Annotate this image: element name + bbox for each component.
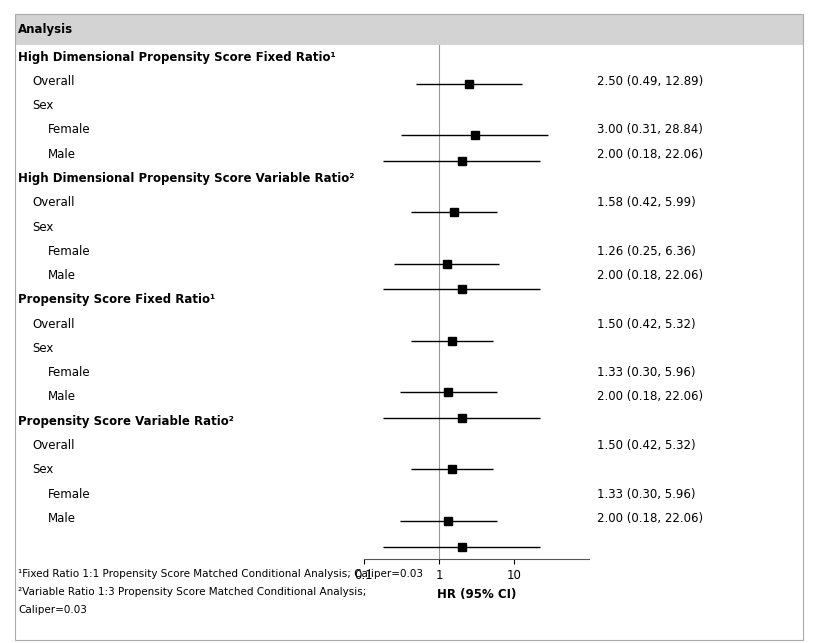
Text: Overall: Overall — [33, 318, 75, 331]
Text: Overall: Overall — [33, 439, 75, 452]
Text: Female: Female — [47, 367, 90, 379]
Text: High Dimensional Propensity Score Variable Ratio²: High Dimensional Propensity Score Variab… — [18, 172, 354, 185]
Text: High Dimensional Propensity Score Fixed Ratio¹: High Dimensional Propensity Score Fixed … — [18, 51, 335, 64]
Text: 2.00 (0.18, 22.06): 2.00 (0.18, 22.06) — [597, 512, 703, 525]
Text: Male: Male — [47, 269, 75, 282]
Text: 2.00 (0.18, 22.06): 2.00 (0.18, 22.06) — [597, 269, 703, 282]
Text: 1.26 (0.25, 6.36): 1.26 (0.25, 6.36) — [597, 245, 696, 258]
Text: Sex: Sex — [33, 221, 54, 233]
Bar — [15, 14, 803, 45]
X-axis label: HR (95% CI): HR (95% CI) — [437, 588, 516, 601]
Text: 1.50 (0.42, 5.32): 1.50 (0.42, 5.32) — [597, 318, 696, 331]
Text: 3.00 (0.31, 28.84): 3.00 (0.31, 28.84) — [597, 123, 703, 136]
Text: Female: Female — [47, 123, 90, 136]
Text: 2.50 (0.49, 12.89): 2.50 (0.49, 12.89) — [597, 75, 703, 88]
Text: 1.33 (0.30, 5.96): 1.33 (0.30, 5.96) — [597, 367, 695, 379]
Text: Female: Female — [47, 245, 90, 258]
Text: Overall: Overall — [33, 75, 75, 88]
Text: 1.33 (0.30, 5.96): 1.33 (0.30, 5.96) — [597, 487, 695, 500]
Text: Sex: Sex — [33, 342, 54, 355]
Text: ¹Fixed Ratio 1:1 Propensity Score Matched Conditional Analysis; Caliper=0.03: ¹Fixed Ratio 1:1 Propensity Score Matche… — [18, 569, 423, 579]
Text: Male: Male — [47, 390, 75, 403]
Text: Overall: Overall — [33, 196, 75, 209]
Text: Sex: Sex — [33, 464, 54, 476]
Text: Male: Male — [47, 148, 75, 161]
Text: 2.00 (0.18, 22.06): 2.00 (0.18, 22.06) — [597, 148, 703, 161]
Text: ²Variable Ratio 1:3 Propensity Score Matched Conditional Analysis;: ²Variable Ratio 1:3 Propensity Score Mat… — [18, 587, 366, 597]
Text: 1.50 (0.42, 5.32): 1.50 (0.42, 5.32) — [597, 439, 696, 452]
Text: Sex: Sex — [33, 99, 54, 112]
Text: Male: Male — [47, 512, 75, 525]
Text: Propensity Score Fixed Ratio¹: Propensity Score Fixed Ratio¹ — [18, 293, 215, 306]
Text: 1.58 (0.42, 5.99): 1.58 (0.42, 5.99) — [597, 196, 696, 209]
Text: Caliper=0.03: Caliper=0.03 — [18, 605, 87, 615]
Text: Propensity Score Variable Ratio²: Propensity Score Variable Ratio² — [18, 415, 234, 428]
Text: Analysis: Analysis — [18, 23, 73, 36]
Text: Female: Female — [47, 487, 90, 500]
Text: 2.00 (0.18, 22.06): 2.00 (0.18, 22.06) — [597, 390, 703, 403]
